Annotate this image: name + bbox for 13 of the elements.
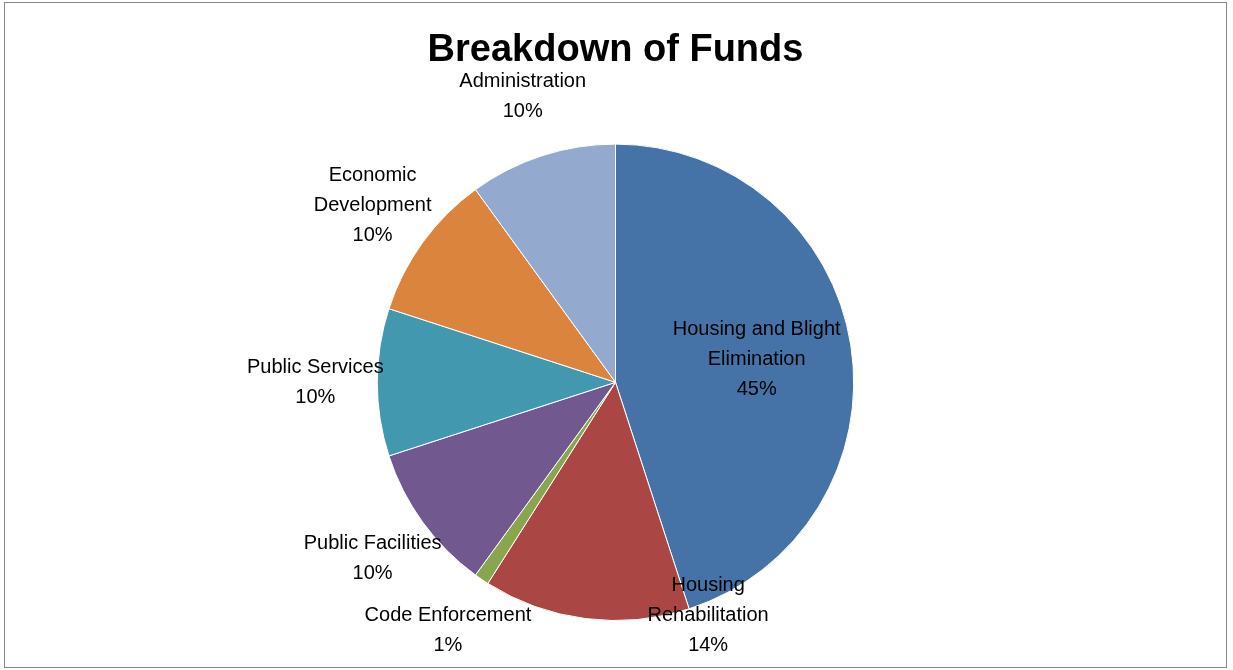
data-label: 45% (736, 377, 777, 400)
data-label: 10% (352, 223, 393, 246)
data-label: 10% (352, 561, 393, 584)
slice-label: Public Facilities (303, 531, 442, 554)
data-label: 1% (433, 632, 463, 655)
data-label: 10% (295, 384, 336, 407)
chart-title: Breakdown of Funds (427, 27, 804, 70)
slice-label: Housing and Blight Elimination (672, 317, 842, 370)
data-label: 14% (688, 632, 729, 655)
slice-label: Economic Development (313, 163, 432, 216)
slice-label: Code Enforcement (364, 602, 532, 625)
slice-label: Administration (459, 69, 587, 92)
data-label: 10% (502, 99, 543, 122)
